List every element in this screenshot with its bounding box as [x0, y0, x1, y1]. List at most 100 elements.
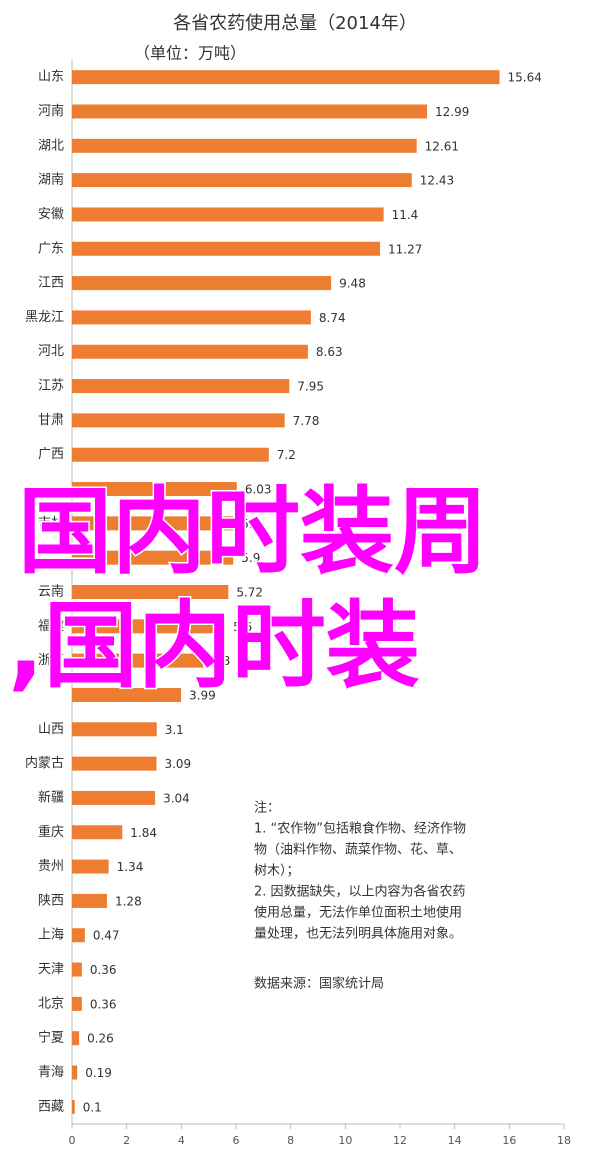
- bar: [72, 996, 82, 1011]
- data-label: 8.63: [316, 345, 343, 359]
- note: 使用总量，无法作单位面积土地使用: [254, 905, 462, 921]
- y-tick-label: 内蒙古: [25, 755, 64, 771]
- data-label: 5.6: [233, 620, 252, 634]
- bar: [72, 653, 204, 668]
- y-tick-label: 浙江: [38, 653, 64, 668]
- x-tick-label: 12: [393, 1134, 407, 1147]
- bar: [72, 276, 332, 291]
- x-tick-label: 10: [338, 1134, 352, 1147]
- y-tick-label: 湖北: [38, 138, 64, 153]
- bar: [72, 70, 500, 85]
- data-label: 5.72: [236, 586, 263, 600]
- y-tick-label: 甘肃: [38, 413, 64, 428]
- chart-title: 各省农药使用总量（2014年）: [173, 13, 417, 34]
- data-label: 3.99: [189, 688, 216, 702]
- chart-subtitle: （单位：万吨）: [134, 44, 246, 63]
- data-label: 5.9: [241, 551, 260, 565]
- bar: [72, 310, 311, 325]
- y-tick-label: 广东: [38, 241, 64, 256]
- x-tick-label: 14: [448, 1134, 462, 1147]
- bar: [72, 379, 290, 394]
- data-label: 0.19: [85, 1066, 112, 1080]
- x-tick-label: 0: [69, 1134, 76, 1147]
- note: 树木）；: [254, 864, 300, 879]
- bar: [72, 138, 417, 153]
- data-label: 7.95: [297, 380, 324, 394]
- data-label: 3.04: [163, 791, 190, 805]
- bar: [72, 790, 156, 805]
- bar: [72, 1065, 78, 1080]
- bar: [72, 928, 85, 943]
- data-label: 0.36: [90, 963, 117, 977]
- data-label: 0.36: [90, 997, 117, 1011]
- bar: [72, 1031, 80, 1046]
- y-tick-label: 河北: [38, 344, 64, 359]
- bar: [72, 893, 107, 908]
- data-label: 12.61: [425, 139, 459, 153]
- bar: [72, 962, 82, 977]
- bar: [72, 241, 381, 256]
- y-tick-label: 陕西: [38, 893, 64, 908]
- data-label: 12.43: [420, 174, 454, 188]
- bar: [72, 825, 123, 840]
- y-tick-label: 江西: [38, 276, 64, 291]
- y-tick-label: 重庆: [38, 824, 64, 840]
- bar: [72, 687, 182, 702]
- note: 物（油料作物、蔬菜作物、花、草、: [254, 842, 462, 858]
- x-tick-label: 2: [123, 1134, 130, 1147]
- y-tick-label: 贵州: [38, 859, 64, 874]
- y-tick-label: 安徽: [38, 207, 64, 222]
- bar: [72, 207, 384, 222]
- y-tick-label: 湖南: [38, 172, 64, 188]
- x-tick-label: 18: [557, 1134, 571, 1147]
- bar: [72, 1099, 75, 1114]
- y-tick-label: 福建: [38, 619, 64, 634]
- bar: [72, 447, 269, 462]
- data-label: 15.64: [507, 71, 541, 85]
- y-tick-label: 黑龙江: [25, 310, 64, 325]
- y-tick-label: 云南: [38, 584, 64, 600]
- overlay-text: 国内时装周: [18, 478, 488, 587]
- x-tick-label: 16: [502, 1134, 516, 1147]
- bar: [72, 859, 109, 874]
- bar: [72, 756, 157, 771]
- y-tick-label: 上海: [38, 928, 64, 943]
- bar: [72, 619, 226, 634]
- note: 量处理，也无法列明具体施用对象。: [254, 927, 462, 942]
- y-tick-label: 宁夏: [38, 1030, 64, 1046]
- data-label: 12.99: [435, 105, 469, 119]
- bar: [72, 482, 237, 497]
- data-label: 1.84: [130, 826, 157, 840]
- data-label: 4.8: [211, 654, 230, 668]
- overlay-text: ,国内时装: [8, 592, 420, 701]
- note: 1. “农作物”包括粮食作物、经济作物: [254, 821, 466, 837]
- data-label: 1.34: [117, 860, 144, 874]
- bar: [72, 550, 234, 565]
- x-tick-label: 4: [178, 1134, 185, 1147]
- bar: [72, 516, 234, 531]
- data-label: 6.03: [245, 483, 272, 497]
- bar: [72, 104, 428, 119]
- data-label: 0.47: [93, 929, 120, 943]
- bar: [72, 173, 412, 188]
- x-tick-label: 6: [233, 1134, 240, 1147]
- bar: [72, 585, 229, 599]
- y-tick-label: 青海: [38, 1065, 64, 1080]
- y-tick-label: 天津: [38, 962, 64, 977]
- y-tick-label: 新疆: [38, 789, 64, 805]
- data-label: 5.9: [241, 517, 260, 531]
- note: 2. 因数据缺失，以上内容为各省农药: [254, 884, 466, 900]
- data-label: 3.09: [164, 757, 191, 771]
- y-tick-label: 北京: [38, 996, 64, 1011]
- bar: [72, 344, 308, 359]
- data-label: 3.1: [165, 723, 184, 737]
- data-label: 8.74: [319, 311, 346, 325]
- data-label: 9.48: [339, 277, 366, 291]
- data-label: 0.1: [83, 1100, 102, 1114]
- y-tick-label: 山东: [38, 70, 64, 85]
- note: 数据来源：国家统计局: [254, 976, 384, 992]
- note: 注：: [254, 801, 280, 816]
- y-tick-label: 山西: [38, 722, 64, 737]
